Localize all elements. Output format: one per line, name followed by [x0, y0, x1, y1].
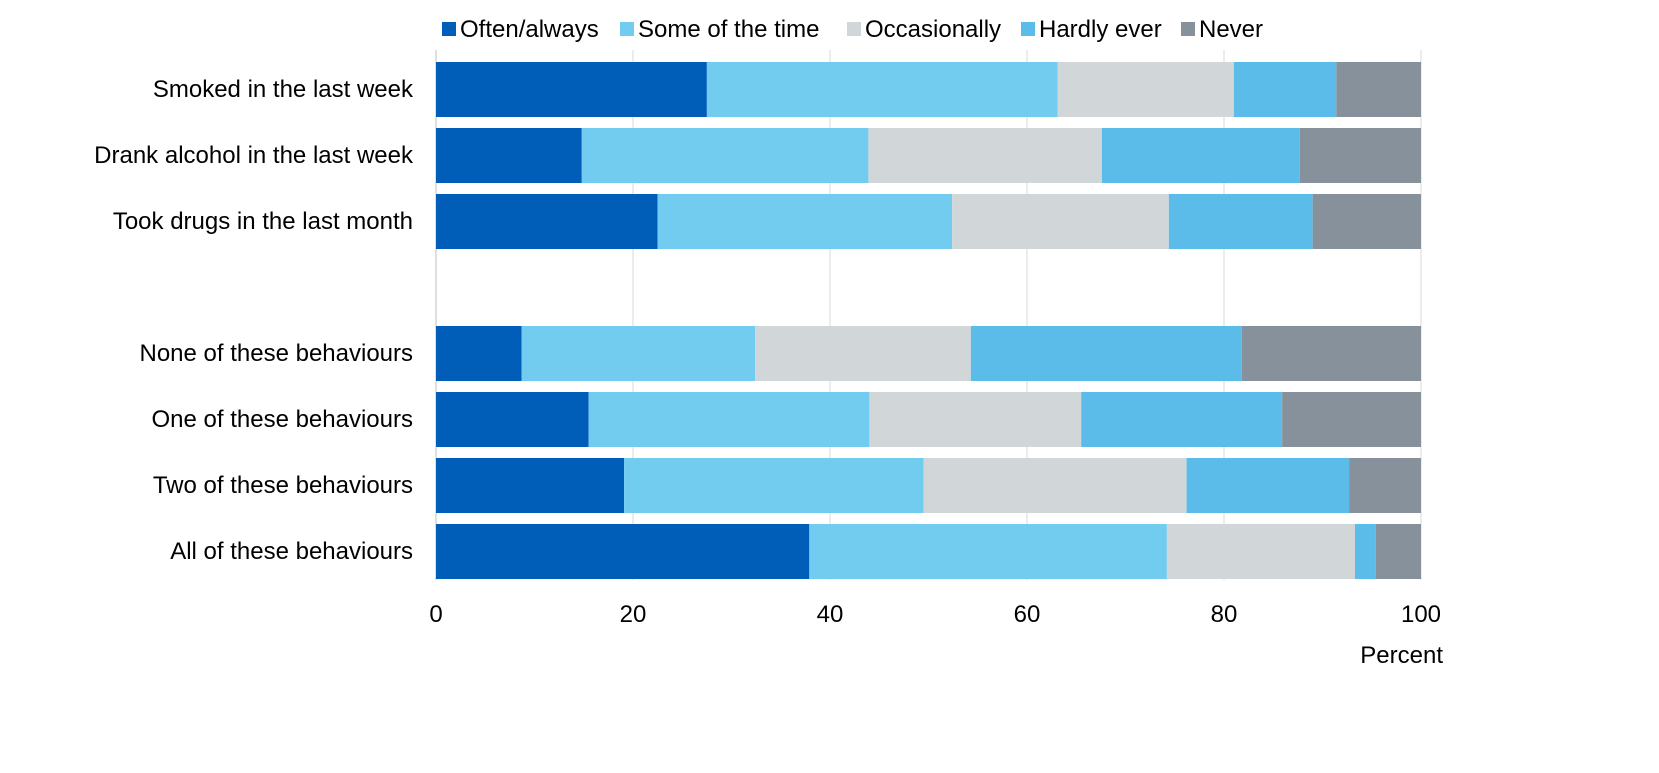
x-tick-label-3: 60 [1014, 601, 1041, 628]
category-label-1: Drank alcohol in the last week [94, 142, 414, 169]
bar-0-0 [436, 62, 707, 117]
bar-6-0 [436, 458, 625, 513]
bar-0-1 [706, 62, 1058, 117]
x-tick-label-4: 80 [1211, 601, 1238, 628]
bar-1-0 [436, 128, 582, 183]
bar-0-4 [1336, 62, 1421, 117]
category-labels: Smoked in the last week Drank alcohol in … [94, 76, 414, 565]
bar-7-3 [1355, 524, 1376, 579]
bar-0-3 [1233, 62, 1337, 117]
bar-4-4 [1241, 326, 1421, 381]
legend-label-4: Never [1199, 16, 1263, 43]
bar-2-3 [1168, 194, 1313, 249]
legend-swatch-1 [620, 22, 634, 36]
category-label-5: One of these behaviours [151, 406, 413, 433]
category-label-6: Two of these behaviours [153, 472, 413, 499]
category-label-2: Took drugs in the last month [113, 208, 413, 235]
bar-2-0 [436, 194, 658, 249]
legend-label-1: Some of the time [638, 16, 819, 43]
legend-label-0: Often/always [460, 16, 599, 43]
bar-1-1 [581, 128, 869, 183]
bar-4-0 [436, 326, 522, 381]
bar-4-1 [521, 326, 756, 381]
category-label-0: Smoked in the last week [153, 76, 414, 103]
legend-swatch-0 [442, 22, 456, 36]
bar-1-4 [1299, 128, 1421, 183]
bar-6-3 [1186, 458, 1350, 513]
legend: Often/always Some of the time Occasionally… [442, 16, 1263, 43]
bar-5-0 [436, 392, 589, 447]
bar-7-1 [809, 524, 1167, 579]
bar-2-4 [1312, 194, 1421, 249]
legend-swatch-2 [847, 22, 861, 36]
bar-7-4 [1375, 524, 1421, 579]
x-axis-ticks: 0 20 40 60 80 100 [429, 601, 1441, 628]
bar-1-3 [1101, 128, 1300, 183]
bars [436, 62, 1421, 579]
bar-6-1 [624, 458, 924, 513]
bar-7-2 [1166, 524, 1356, 579]
x-axis-title: Percent [1360, 642, 1443, 669]
legend-swatch-4 [1181, 22, 1195, 36]
bar-2-1 [657, 194, 953, 249]
legend-label-2: Occasionally [865, 16, 1001, 43]
bar-5-2 [869, 392, 1082, 447]
bar-1-2 [868, 128, 1102, 183]
category-label-4: None of these behaviours [139, 340, 413, 367]
x-tick-label-5: 100 [1401, 601, 1441, 628]
bar-6-2 [923, 458, 1187, 513]
bar-4-3 [970, 326, 1242, 381]
bar-5-1 [588, 392, 870, 447]
bar-4-2 [755, 326, 971, 381]
bar-6-4 [1349, 458, 1421, 513]
bar-5-4 [1282, 392, 1421, 447]
bar-0-2 [1057, 62, 1234, 117]
x-tick-label-2: 40 [817, 601, 844, 628]
legend-swatch-3 [1021, 22, 1035, 36]
legend-label-3: Hardly ever [1039, 16, 1162, 43]
category-label-7: All of these behaviours [170, 538, 413, 565]
bar-2-2 [952, 194, 1169, 249]
x-tick-label-1: 20 [620, 601, 647, 628]
bar-7-0 [436, 524, 810, 579]
bar-5-3 [1081, 392, 1283, 447]
x-tick-label-0: 0 [429, 601, 442, 628]
